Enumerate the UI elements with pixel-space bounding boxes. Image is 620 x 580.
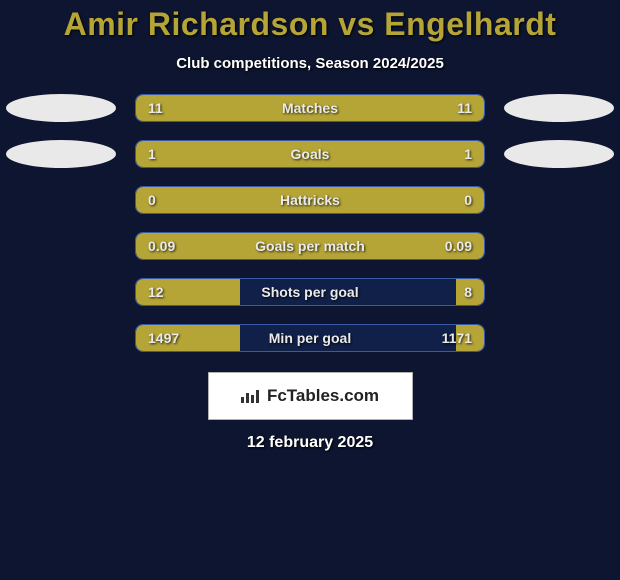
stat-bar: 0.09Goals per match0.09 — [135, 232, 485, 260]
player-right-ellipse — [504, 140, 614, 168]
stat-bar: 12Shots per goal8 — [135, 278, 485, 306]
comparison-row: 0.09Goals per match0.09 — [0, 232, 620, 260]
metric-label: Min per goal — [136, 330, 484, 346]
comparison-row: 1Goals1 — [0, 140, 620, 168]
metric-label: Goals per match — [136, 238, 484, 254]
comparison-row: 12Shots per goal8 — [0, 278, 620, 306]
bars-icon — [241, 389, 261, 403]
player-left-ellipse — [6, 140, 116, 168]
metric-label: Shots per goal — [136, 284, 484, 300]
page-title: Amir Richardson vs Engelhardt — [64, 6, 557, 43]
player-left-ellipse — [6, 94, 116, 122]
comparison-row: 11Matches11 — [0, 94, 620, 122]
metric-label: Goals — [136, 146, 484, 162]
logo-text: FcTables.com — [267, 386, 379, 406]
value-right: 8 — [464, 284, 472, 300]
value-right: 0 — [464, 192, 472, 208]
stat-bar: 0Hattricks0 — [135, 186, 485, 214]
metric-label: Hattricks — [136, 192, 484, 208]
comparison-card: Amir Richardson vs Engelhardt Club compe… — [0, 0, 620, 580]
player-right-ellipse — [504, 94, 614, 122]
page-subtitle: Club competitions, Season 2024/2025 — [176, 55, 444, 72]
value-right: 1171 — [442, 330, 472, 346]
stat-bar: 11Matches11 — [135, 94, 485, 122]
stat-bar: 1497Min per goal1171 — [135, 324, 485, 352]
comparison-row: 0Hattricks0 — [0, 186, 620, 214]
stat-bar: 1Goals1 — [135, 140, 485, 168]
comparison-rows: 11Matches11 1Goals1 0Hattricks0 0.09Goals p… — [0, 94, 620, 352]
value-right: 11 — [457, 100, 472, 116]
value-right: 1 — [464, 146, 472, 162]
snapshot-date: 12 february 2025 — [247, 434, 373, 452]
source-logo[interactable]: FcTables.com — [208, 372, 413, 420]
value-right: 0.09 — [445, 238, 472, 254]
comparison-row: 1497Min per goal1171 — [0, 324, 620, 352]
metric-label: Matches — [136, 100, 484, 116]
